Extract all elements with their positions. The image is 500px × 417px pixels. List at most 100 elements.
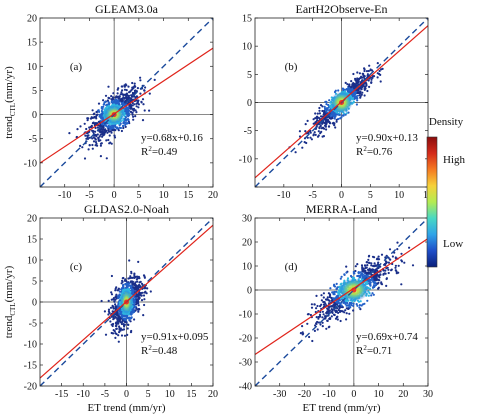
panel-earth2observe: -10-5051015-10-5051015EartH2Observe-En(b… [239,2,433,201]
scatter-point [355,303,358,306]
scatter-point [335,316,338,319]
scatter-point [315,316,318,319]
x-tick-label: -15 [55,389,68,400]
scatter-point [127,112,130,115]
scatter-point [142,103,145,106]
scatter-point [366,73,369,76]
fit-line [40,224,213,379]
scatter-point [388,258,391,261]
scatter-point [120,129,123,133]
scatter-point [345,271,348,274]
scatter-point [365,70,369,73]
scatter-point [338,310,342,313]
scatter-point [117,99,120,102]
scatter-point [94,122,97,125]
scatter-point [396,241,399,244]
scatter-point [313,131,316,134]
scatter-point [113,128,116,132]
scatter-point [349,274,353,278]
scatter-point [348,83,351,87]
scatter-point [122,289,125,292]
scatter-point [123,85,126,88]
scatter-point [334,113,337,116]
scatter-point [121,280,124,283]
scatter-point [377,261,380,264]
y-tick-label: 10 [27,256,37,267]
scatter-point [91,109,94,112]
scatter-point [337,308,340,312]
scatter-point [335,282,338,285]
panel-gldas: -15 -10 -5 0 5 10 15 20 -20 -15 -10 -5 0 5 10 15 20 GLDAS… [3,202,218,414]
scatter-point [352,72,355,76]
scatter-point [116,289,119,292]
scatter-point [317,134,320,137]
scatter-point [142,294,146,297]
scatter-point [108,130,111,133]
scatter-point [377,255,380,258]
scatter-point [123,323,126,326]
scatter-point [379,73,382,76]
scatter-point [344,81,347,84]
scatter-point [361,91,364,94]
one-to-one-line [255,218,428,386]
r-squared: R2=0.71 [356,344,392,357]
scatter-point [371,75,374,78]
scatter-point [319,104,323,107]
scatter-point [137,294,140,297]
scatter-point [326,296,329,299]
scatter-point [318,313,322,316]
scatter-point [83,157,87,160]
x-tick-label: -10 [277,190,290,201]
scatter-point [321,316,324,319]
scatter-point [131,113,134,116]
scatter-point [143,109,146,112]
scatter-point [332,284,336,287]
scatter-point [394,256,397,259]
scatter-point [349,89,352,92]
scatter-point [118,331,121,334]
scatter-point [139,280,142,283]
r-squared: R2=0.49 [141,145,178,158]
scatter-point [301,333,304,336]
scatter-point [370,78,373,81]
scatter-point [110,95,113,98]
scatter-point [340,310,343,313]
scatter-point [371,268,374,271]
scatter-point [136,289,139,292]
scatter-point [314,310,317,314]
scatter-point [383,263,386,266]
scatter-point [344,309,347,312]
scatter-point [136,300,140,303]
scatter-point [136,87,139,90]
scatter-point [131,104,134,107]
scatter-point [108,142,111,145]
scatter-point [94,126,97,130]
scatter-point [321,325,324,328]
scatter-point [135,298,138,301]
scatter-point [117,87,120,90]
scatter-point [320,299,323,302]
scatter-point [390,268,393,271]
scatter-point [328,306,331,309]
plot-area [255,218,428,386]
scatter-point [316,119,319,122]
scatter-point [365,261,368,264]
scatter-point [134,109,137,112]
y-tick-label: -40 [239,382,252,393]
scatter-point [118,95,121,98]
x-tick-label: -5 [308,190,316,201]
scatter-point [148,109,151,112]
scatter-point [371,286,375,289]
scatter-point [352,302,355,305]
fit-line [255,25,428,179]
scatter-point [127,115,130,118]
scatter-point [143,303,146,307]
scatter-point [121,85,124,88]
scatter-point [324,108,327,111]
scatter-point [137,307,140,311]
scatter-point [104,333,108,336]
scatter-point [86,134,89,137]
fit-line [40,47,213,164]
scatter-point [130,106,133,109]
scatter-point [128,316,131,319]
